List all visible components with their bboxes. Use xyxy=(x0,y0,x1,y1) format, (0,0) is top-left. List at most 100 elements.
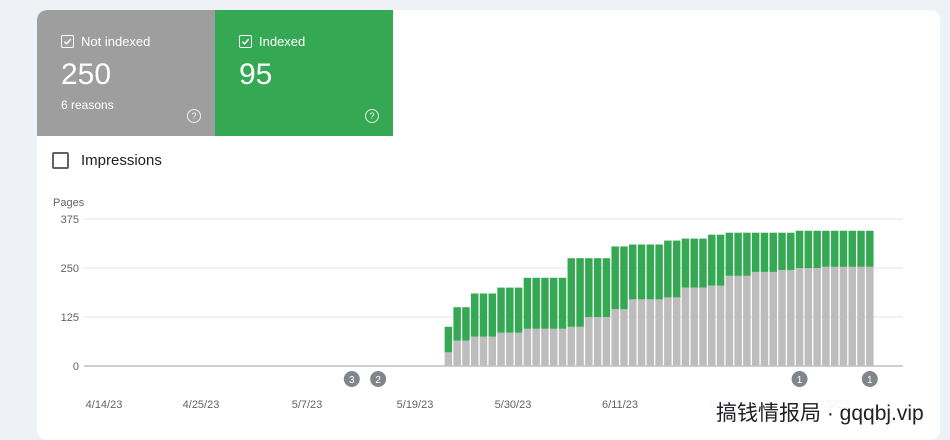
bar-not-indexed xyxy=(760,271,769,366)
bar-indexed xyxy=(778,232,786,270)
bar-not-indexed xyxy=(602,317,611,366)
bar-indexed xyxy=(567,258,576,327)
checkbox-checked-icon[interactable] xyxy=(239,35,252,48)
bar-indexed xyxy=(629,244,637,300)
bar-indexed xyxy=(655,244,663,300)
bar-not-indexed xyxy=(453,340,461,366)
bar-not-indexed xyxy=(549,328,558,366)
annotation-label: 1 xyxy=(867,375,873,386)
bar-not-indexed xyxy=(708,285,716,366)
y-tick-label: 0 xyxy=(73,361,79,373)
bar-not-indexed xyxy=(830,266,839,366)
bar-not-indexed xyxy=(690,287,698,366)
bar-indexed xyxy=(866,230,874,267)
indexed-label: Indexed xyxy=(259,34,306,49)
help-icon[interactable]: ? xyxy=(187,109,201,123)
x-tick-label: 4/25/23 xyxy=(183,399,220,411)
bar-indexed xyxy=(497,287,505,333)
bar-indexed xyxy=(708,234,716,286)
annotation-marker xyxy=(791,371,808,387)
indexed-tile[interactable]: Indexed 95 ? xyxy=(215,10,393,136)
bar-not-indexed xyxy=(532,328,540,366)
indexed-count: 95 xyxy=(239,58,273,91)
checkbox-checked-icon[interactable] xyxy=(61,35,74,48)
annotation-marker xyxy=(861,371,878,387)
help-icon[interactable]: ? xyxy=(365,109,379,123)
bar-indexed xyxy=(839,230,848,267)
bar-not-indexed xyxy=(743,275,751,366)
annotation-label: 2 xyxy=(375,375,381,386)
bar-indexed xyxy=(444,326,453,353)
bar-not-indexed xyxy=(778,269,786,366)
bar-indexed xyxy=(716,234,725,286)
bar-indexed xyxy=(760,232,769,272)
bar-not-indexed xyxy=(514,332,523,366)
bar-not-indexed xyxy=(506,332,514,366)
bar-not-indexed xyxy=(769,271,777,366)
bar-indexed xyxy=(787,232,795,270)
bar-indexed xyxy=(549,277,558,329)
bar-indexed xyxy=(795,230,804,268)
bar-not-indexed xyxy=(488,336,497,366)
bar-not-indexed xyxy=(523,328,532,366)
bar-not-indexed xyxy=(822,266,830,366)
bar-indexed xyxy=(593,258,602,317)
indexed-header: Indexed xyxy=(239,34,305,49)
y-tick-label: 125 xyxy=(61,312,79,324)
bar-not-indexed xyxy=(672,297,681,366)
bar-indexed xyxy=(734,232,742,276)
bar-indexed xyxy=(804,230,813,268)
bar-not-indexed xyxy=(795,268,804,366)
y-tick-label: 250 xyxy=(61,263,79,275)
bar-indexed xyxy=(830,230,839,267)
bar-not-indexed xyxy=(857,266,865,366)
bar-indexed xyxy=(637,244,646,300)
bar-not-indexed xyxy=(664,297,672,366)
bar-indexed xyxy=(576,258,584,327)
bar-not-indexed xyxy=(585,317,593,366)
bar-indexed xyxy=(532,277,540,329)
not-indexed-header: Not indexed xyxy=(61,34,150,49)
bar-indexed xyxy=(470,293,479,337)
bar-indexed xyxy=(672,240,681,298)
bar-not-indexed xyxy=(646,299,655,366)
bar-not-indexed xyxy=(734,275,742,366)
bar-indexed xyxy=(523,277,532,329)
impressions-toggle[interactable]: Impressions xyxy=(52,152,162,169)
bar-not-indexed xyxy=(479,336,488,366)
bar-indexed xyxy=(848,230,856,267)
bar-indexed xyxy=(453,307,461,341)
bar-indexed xyxy=(699,238,707,288)
x-tick-label: 5/7/23 xyxy=(292,399,323,411)
bar-indexed xyxy=(646,244,655,300)
not-indexed-tile[interactable]: Not indexed 250 6 reasons ? xyxy=(37,10,215,136)
bar-not-indexed xyxy=(699,287,707,366)
bar-not-indexed xyxy=(620,309,628,366)
bar-indexed xyxy=(620,246,628,310)
bar-not-indexed xyxy=(681,287,690,366)
index-report-card: Not indexed 250 6 reasons ? Indexed 95 ?… xyxy=(37,10,940,440)
bar-not-indexed xyxy=(848,266,856,366)
not-indexed-reasons: 6 reasons xyxy=(61,98,114,112)
pages-chart: 0 125 250 375 Pages 4/14/23 4/25/23 5/7/23 5/19/… xyxy=(53,197,903,411)
bar-not-indexed xyxy=(804,268,813,366)
x-tick-label: 4/14/23 xyxy=(86,399,123,411)
bar-not-indexed xyxy=(813,268,821,366)
annotation-label: 1 xyxy=(797,375,803,386)
bar-not-indexed xyxy=(497,332,505,366)
bar-not-indexed xyxy=(751,271,760,366)
not-indexed-label: Not indexed xyxy=(81,34,151,49)
bar-indexed xyxy=(743,232,751,276)
bar-not-indexed xyxy=(567,326,576,366)
bar-indexed xyxy=(558,277,567,329)
bar-indexed xyxy=(479,293,488,337)
not-indexed-count: 250 xyxy=(61,58,112,91)
checkbox-unchecked-icon[interactable] xyxy=(52,152,69,169)
bar-not-indexed xyxy=(716,285,725,366)
x-tick-label: 5/19/23 xyxy=(397,399,434,411)
bar-not-indexed xyxy=(470,336,479,366)
x-tick-label: 5/30/23 xyxy=(495,399,532,411)
bar-indexed xyxy=(681,238,690,288)
bar-indexed xyxy=(664,240,672,298)
bar-indexed xyxy=(813,230,821,268)
